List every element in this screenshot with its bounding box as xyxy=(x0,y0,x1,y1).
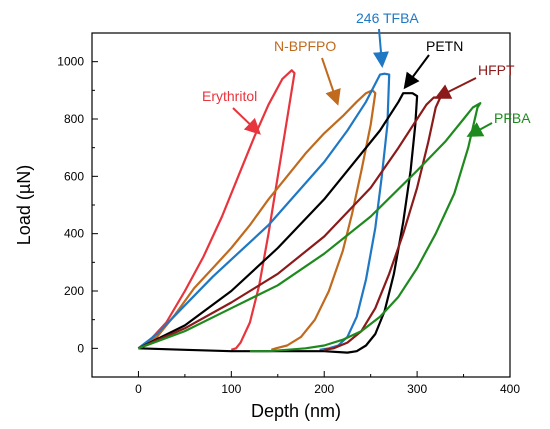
axis-ticks: 0 100 200 300 400 0 200 400 600 800 1000 xyxy=(57,32,520,396)
x-tick-label: 400 xyxy=(500,382,520,396)
y-tick-label: 600 xyxy=(64,169,84,183)
arrow-246-tfba xyxy=(373,28,389,68)
label-petn: PETN xyxy=(426,38,463,54)
y-tick-label: 400 xyxy=(64,227,84,241)
label-n-bpfpo-group: N-BPFPO xyxy=(274,38,341,106)
label-erythritol-group: Erythritol xyxy=(202,88,261,135)
series-layer xyxy=(137,69,482,354)
label-n-bpfpo: N-BPFPO xyxy=(274,38,336,54)
label-hfpt-group: HFPT xyxy=(434,62,515,99)
y-tick-label: 800 xyxy=(64,112,84,126)
y-axis-title: Load (µN) xyxy=(14,165,34,245)
label-petn-group: PETN xyxy=(403,38,463,90)
arrow-erythritol xyxy=(232,107,261,135)
series-line-n-bpfpo xyxy=(137,89,377,351)
label-246-tfba: 246 TFBA xyxy=(356,10,419,26)
x-axis-title: Depth (nm) xyxy=(251,401,341,421)
label-erythritol: Erythritol xyxy=(202,88,257,104)
arrow-pfba xyxy=(466,122,493,137)
series-line-erythritol xyxy=(137,69,296,351)
arrow-petn xyxy=(403,54,430,90)
series-line-petn xyxy=(137,92,419,354)
label-246-tfba-group: 246 TFBA xyxy=(356,10,419,68)
x-tick-label: 0 xyxy=(135,382,142,396)
x-tick-label: 200 xyxy=(314,382,334,396)
label-hfpt: HFPT xyxy=(478,62,515,78)
arrow-hfpt xyxy=(434,77,477,99)
x-tick-label: 100 xyxy=(221,382,241,396)
label-pfba: PFBA xyxy=(494,110,531,126)
plot-frame xyxy=(91,32,511,378)
label-pfba-group: PFBA xyxy=(466,110,531,137)
series-line-hfpt xyxy=(137,96,442,351)
y-tick-label: 0 xyxy=(77,341,84,355)
x-tick-label: 300 xyxy=(407,382,427,396)
series-line-pfba xyxy=(138,102,482,353)
y-tick-label: 200 xyxy=(64,284,84,298)
arrow-n-bpfpo xyxy=(321,57,341,106)
y-tick-label: 1000 xyxy=(57,55,84,69)
series-line-246-tfba xyxy=(137,72,391,351)
